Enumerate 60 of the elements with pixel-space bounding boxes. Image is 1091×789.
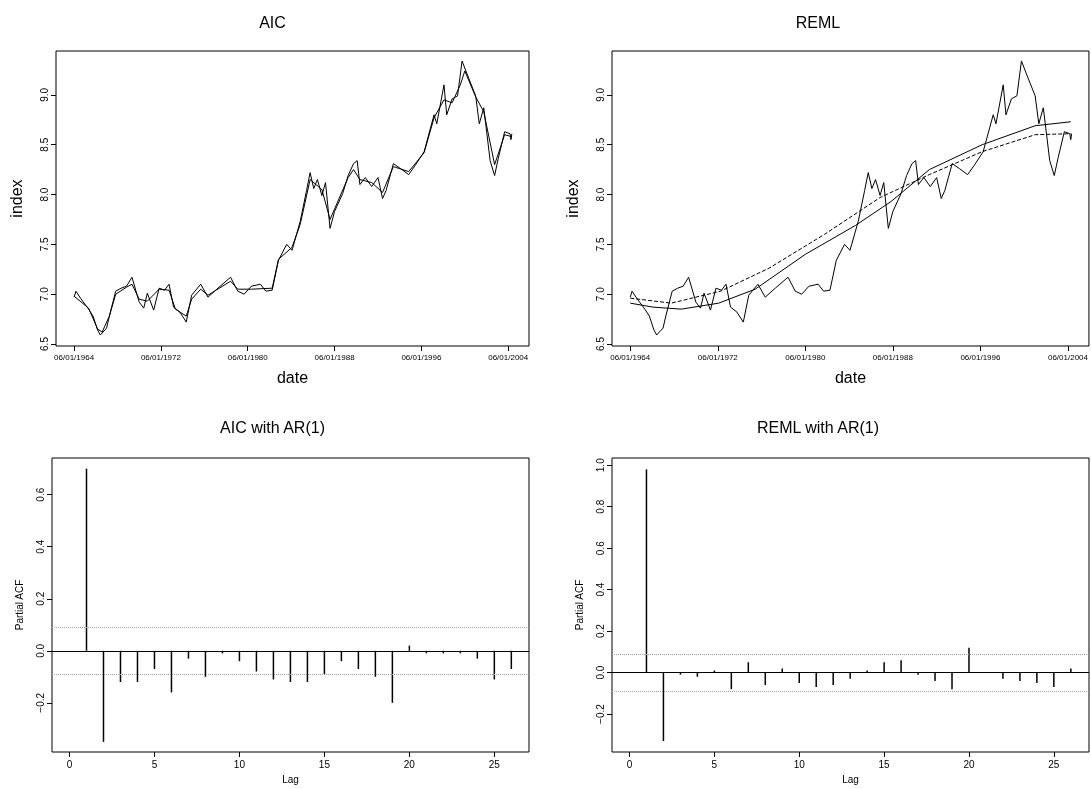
y-tick-label: 8.5 <box>594 137 606 152</box>
x-tick-label: 06/01/1996 <box>401 352 442 362</box>
x-tick-label: 25 <box>1048 758 1060 770</box>
y-axis-title: Partial ACF <box>13 579 25 631</box>
x-tick-label: 20 <box>403 758 416 770</box>
x-tick-label: 06/01/1972 <box>697 352 739 362</box>
y-tick-label: 0.2 <box>594 623 606 639</box>
y-tick-label: 0.6 <box>594 540 606 556</box>
chart-title: AIC <box>259 13 286 31</box>
x-tick-label: 10 <box>793 758 806 770</box>
y-tick-label: −0.2 <box>594 703 606 724</box>
y-tick-label: 6.5 <box>594 336 606 351</box>
x-axis-title: Lag <box>842 773 859 785</box>
y-tick-label: 9.0 <box>38 87 50 102</box>
x-tick-label: 10 <box>233 758 246 770</box>
x-tick-label: 20 <box>963 758 975 770</box>
x-tick-label: 5 <box>711 758 718 770</box>
y-tick-label: 7.0 <box>594 286 606 302</box>
x-tick-label: 0 <box>626 758 633 770</box>
y-axis-title: index <box>563 179 581 218</box>
x-tick-label: 15 <box>878 758 891 770</box>
x-tick-label: 15 <box>318 758 331 770</box>
y-tick-label: 0.8 <box>594 499 606 514</box>
x-tick-label: 06/01/2004 <box>488 352 529 362</box>
y-tick-label: 0.2 <box>34 591 46 606</box>
y-tick-label: 6.5 <box>38 336 50 351</box>
x-tick-label: 06/01/1972 <box>140 352 182 362</box>
y-tick-label: 8.0 <box>594 187 606 202</box>
y-tick-label: 0.4 <box>34 539 46 554</box>
chart-title: REML with AR(1) <box>756 418 880 436</box>
y-tick-label: 7.0 <box>38 286 50 302</box>
x-tick-label: 0 <box>66 758 73 770</box>
x-tick-label: 06/01/1964 <box>610 352 651 362</box>
y-tick-label: 9.0 <box>594 87 606 102</box>
x-tick-label: 06/01/2004 <box>1047 352 1089 362</box>
chart-title: REML <box>795 13 841 31</box>
x-tick-label: 25 <box>488 758 501 770</box>
y-tick-label: 0.0 <box>34 643 46 658</box>
chart-title: AIC with AR(1) <box>220 418 325 436</box>
y-tick-label: 7.5 <box>594 236 606 252</box>
x-axis-title: date <box>834 368 867 386</box>
y-tick-label: 7.5 <box>38 236 50 252</box>
x-tick-label: 06/01/1980 <box>227 352 269 362</box>
y-tick-label: 8.5 <box>38 137 50 152</box>
x-tick-label: 06/01/1988 <box>872 352 914 362</box>
y-axis-title: index <box>7 179 25 218</box>
x-tick-label: 06/01/1980 <box>785 352 826 362</box>
x-tick-label: 5 <box>151 758 158 770</box>
y-axis-title: Partial ACF <box>573 579 585 631</box>
y-tick-label: 0.6 <box>34 487 46 502</box>
x-axis-title: date <box>276 368 309 386</box>
x-tick-label: 06/01/1988 <box>314 352 356 362</box>
y-tick-label: 0.4 <box>594 582 606 597</box>
x-axis-title: Lag <box>282 773 299 785</box>
y-tick-label: 8.0 <box>38 187 50 202</box>
y-tick-label: 0.0 <box>594 665 606 680</box>
x-tick-label: 06/01/1964 <box>54 352 95 362</box>
y-tick-label: 1.0 <box>594 457 606 473</box>
x-tick-label: 06/01/1996 <box>960 352 1001 362</box>
y-tick-label: −0.2 <box>34 692 46 713</box>
